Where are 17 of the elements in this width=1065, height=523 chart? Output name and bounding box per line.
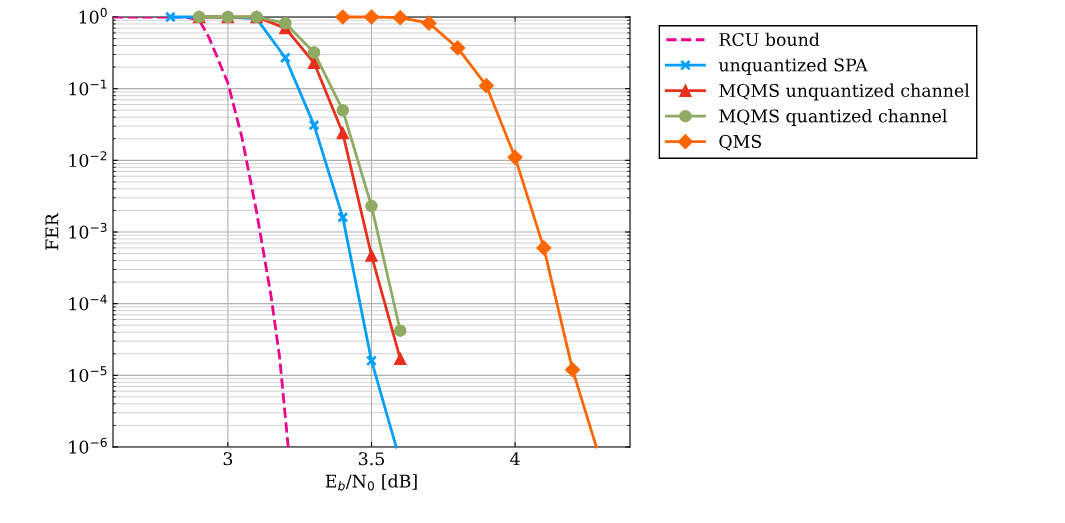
y-tick-label: 10$^{−6}$	[69, 437, 107, 454]
legend-label: QMS	[719, 134, 762, 151]
x-tick-label: 3.5	[359, 452, 384, 466]
y-tick-label: 10$^{−3}$	[69, 222, 107, 239]
y-tick-label: 10$^{−1}$	[69, 79, 107, 96]
legend-label: unquantized SPA	[718, 58, 868, 75]
y-axis-title: FER	[45, 212, 59, 250]
y-tick-label: 10$^{0}$	[79, 7, 107, 24]
y-tick-label: 10$^{−2}$	[69, 151, 107, 168]
legend-label: MQMS unquantized channel	[719, 83, 970, 101]
y-tick-label: 10$^{−5}$	[69, 366, 107, 383]
y-tick-label: 10$^{−4}$	[69, 294, 107, 311]
legend-label: RCU bound	[719, 32, 820, 47]
x-axis-title: E$_{b}$/N$_{0}$ [dB]	[325, 474, 417, 491]
x-tick-label: 4	[510, 452, 520, 466]
x-tick-label: 3	[223, 452, 233, 466]
legend-label: MQMS quantized channel	[719, 109, 947, 126]
